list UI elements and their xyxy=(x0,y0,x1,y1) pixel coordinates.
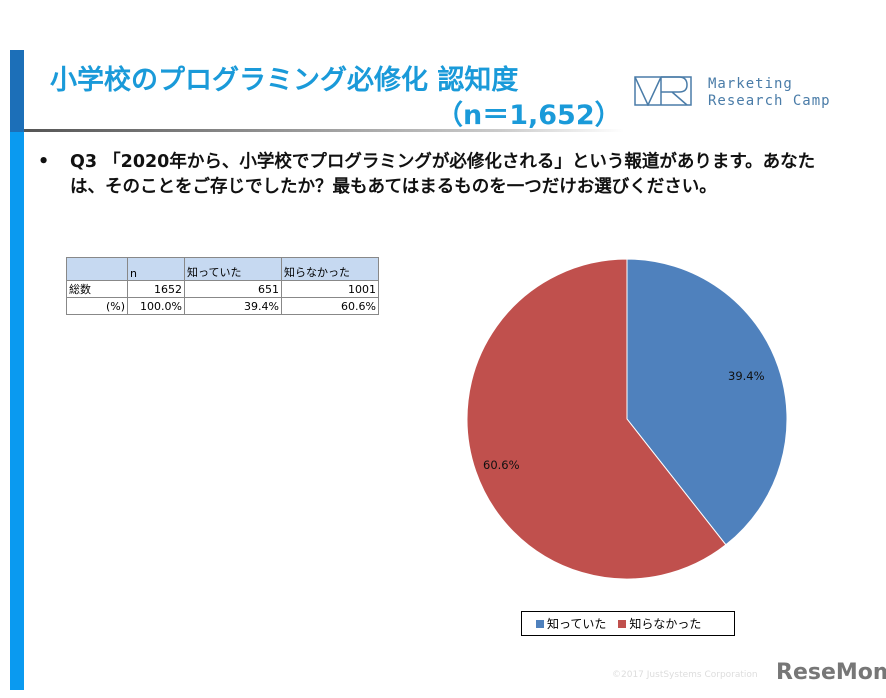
logo-text: Marketing Research Camp xyxy=(708,76,831,109)
table-row: (%) 100.0% 39.4% 60.6% xyxy=(66,297,379,315)
accent-bar xyxy=(10,50,24,132)
accent-bar-lower xyxy=(10,132,24,690)
resemom-logo: ReseMom xyxy=(776,660,886,685)
table-row: 総数 1652 651 1001 xyxy=(66,280,379,298)
legend-item-unknown: 知らなかった xyxy=(618,615,701,632)
legend-item-known: 知っていた xyxy=(536,615,606,632)
sample-size: （n＝1,652） xyxy=(436,100,622,131)
chart-legend: 知っていた 知らなかった xyxy=(521,611,735,636)
data-label-known: 39.4% xyxy=(728,369,765,383)
data-label-unknown: 60.6% xyxy=(483,458,520,472)
question: • Q3 「2020年から、小学校でプログラミングが必修化される」という報道があり… xyxy=(38,152,816,197)
mrc-logo-icon xyxy=(634,76,692,106)
results-table: n 知っていた 知らなかった 総数 1652 651 1001 (%) 100.0% 39.4… xyxy=(66,257,379,315)
pie-slice-0 xyxy=(626,258,788,546)
title-divider xyxy=(24,129,624,132)
page-title: 小学校のプログラミング必修化 認知度 xyxy=(50,65,519,96)
copyright: ©2017 JustSystems Corporation xyxy=(612,670,758,680)
pie-slice-1 xyxy=(466,258,727,580)
